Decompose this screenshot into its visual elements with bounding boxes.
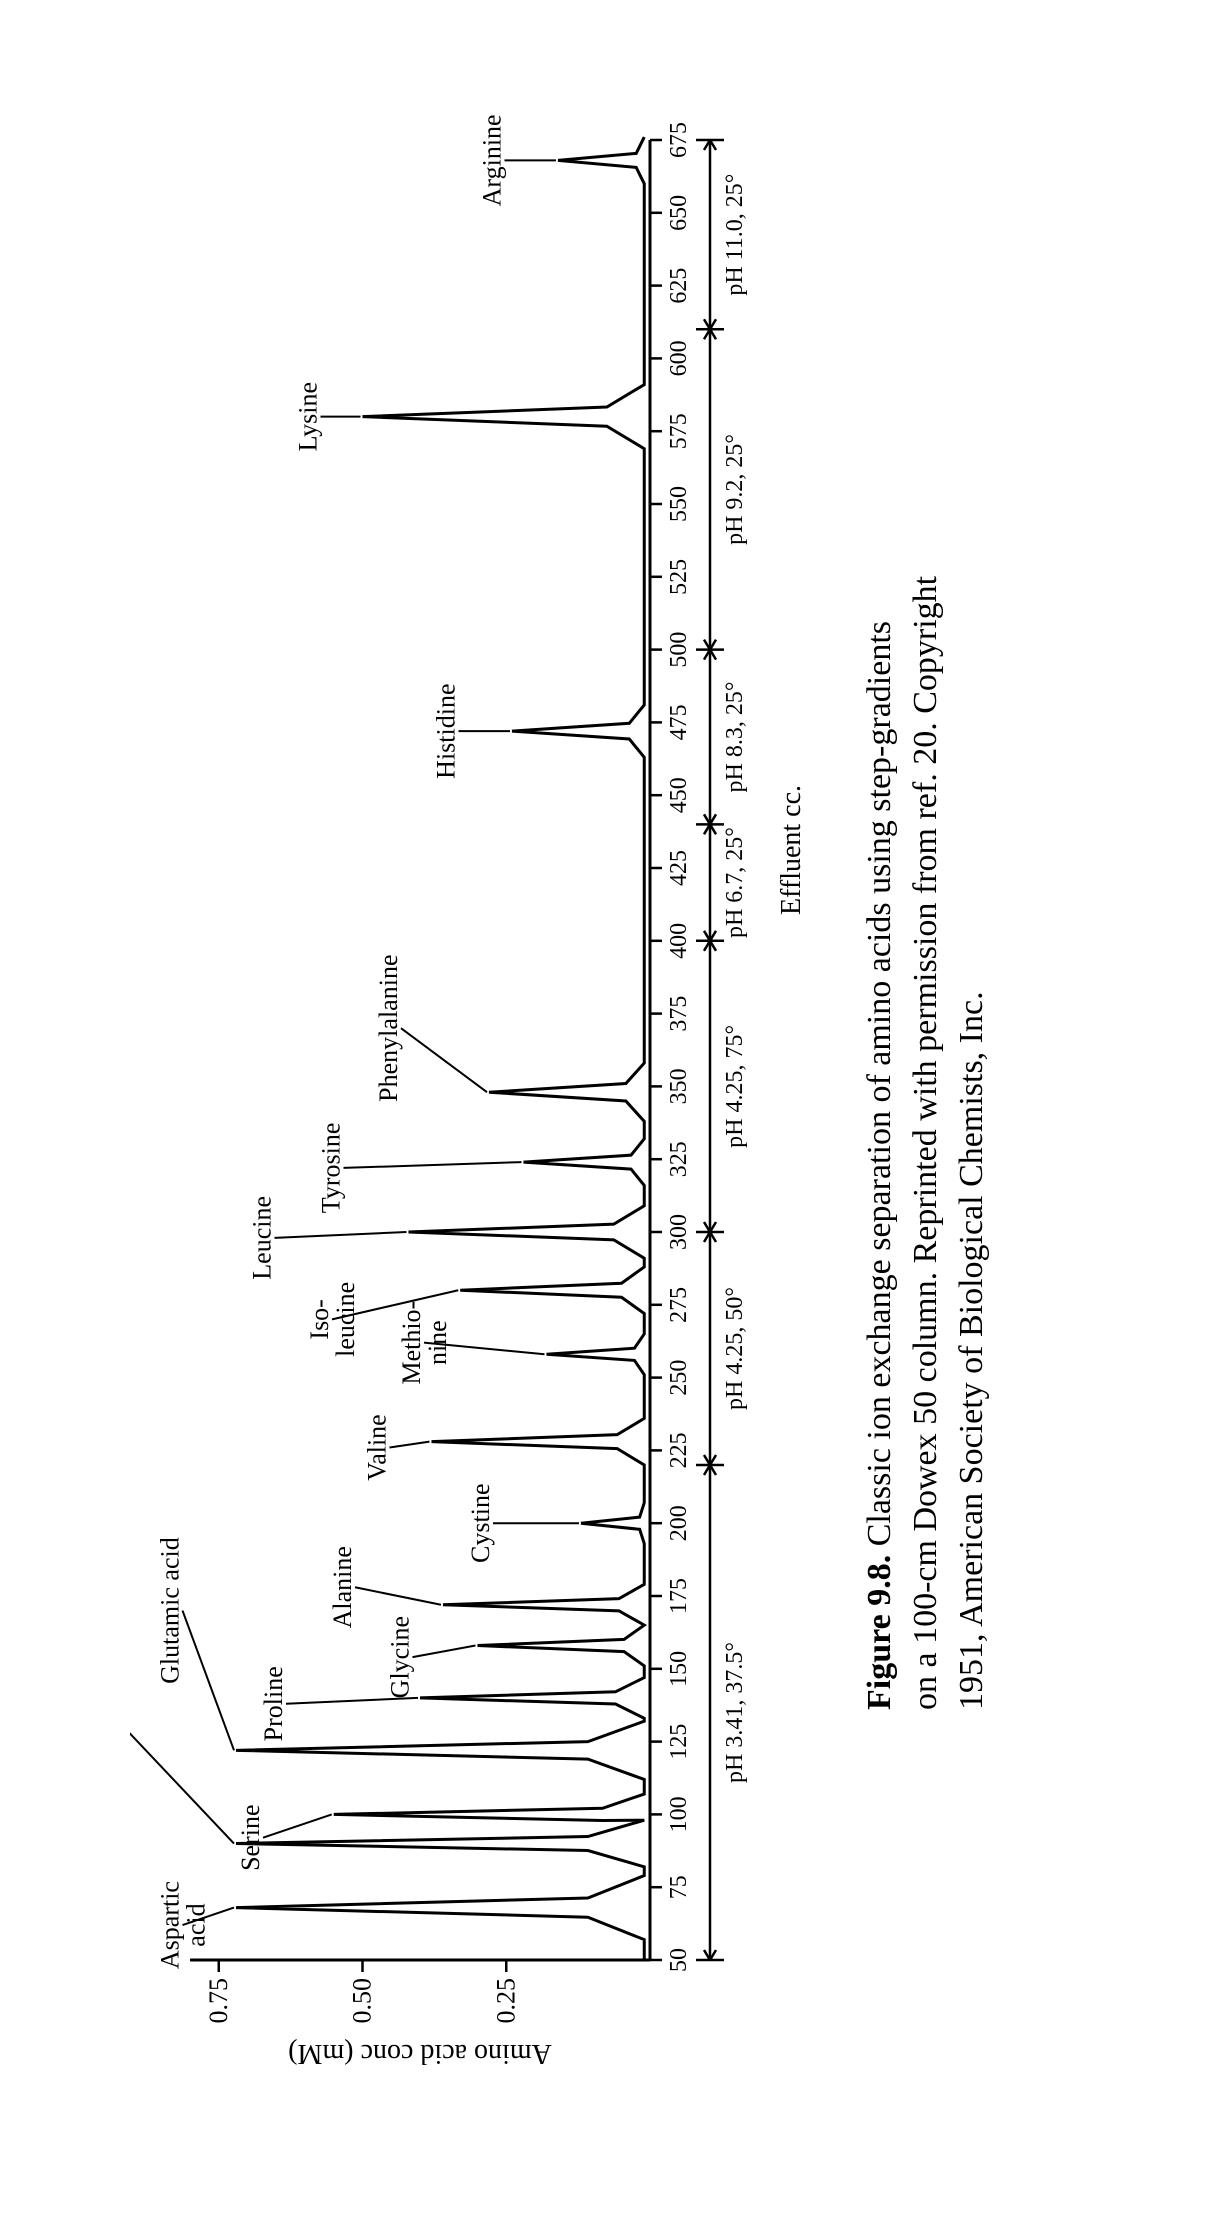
x-tick-label: 625 (666, 268, 692, 304)
x-tick-label: 350 (666, 1068, 692, 1104)
peak-label: Valine (363, 1414, 392, 1480)
peak-label: Asparticacid (156, 1881, 211, 1969)
x-tick-label: 525 (666, 559, 692, 595)
y-tick-label: 0.75 (204, 1978, 233, 2024)
x-tick-label: 650 (666, 195, 692, 231)
peak-leader (344, 1162, 522, 1168)
peak-label: Arginine (478, 114, 507, 206)
peak-leader (355, 1587, 441, 1604)
condition-label: pH 6.7, 25° (722, 827, 748, 938)
peak-label: Glycine (386, 1616, 415, 1698)
peak-leader (183, 1611, 235, 1751)
x-tick-label: 500 (666, 632, 692, 668)
x-tick-label: 475 (666, 704, 692, 740)
x-tick-label: 225 (666, 1432, 692, 1468)
peak-label: Lysine (294, 382, 323, 451)
condition-label: pH 3.41, 37.5° (722, 1642, 748, 1783)
x-tick-label: 200 (666, 1505, 692, 1541)
peak-label: Histidine (432, 683, 461, 778)
x-axis-label: Effluent cc. (776, 785, 807, 915)
condition-label: pH 8.3, 25° (722, 681, 748, 792)
peak-label: Cystine (466, 1483, 495, 1562)
x-tick-label: 250 (666, 1360, 692, 1396)
peak-label: Tyrosine (317, 1123, 346, 1214)
x-tick-label: 450 (666, 777, 692, 813)
peak-label: Glutamic acid (156, 1537, 185, 1684)
figure-caption-line-1: Figure 9.8. Classic ion exchange separat… (861, 621, 898, 1710)
condition-label: pH 9.2, 25° (722, 434, 748, 545)
x-tick-label: 400 (666, 923, 692, 959)
x-tick-label: 375 (666, 996, 692, 1032)
condition-label: pH 4.25, 75° (722, 1025, 748, 1148)
peak-label: Methio-nine (397, 1301, 452, 1385)
peak-label: Leucine (248, 1196, 277, 1280)
peak-label: Phenylalanine (374, 955, 403, 1102)
peak-label: Iso-leucine (305, 1282, 360, 1357)
figure-rotated-container: Amino acid conc (mM) Effluent cc. 0.25 0.… (130, 100, 1130, 2100)
figure-caption-line-2: on a 100-cm Dowex 50 column. Reprinted w… (907, 575, 944, 1710)
condition-label: pH 11.0, 25° (722, 174, 748, 296)
x-tick-label: 575 (666, 413, 692, 449)
peak-leader (263, 1814, 332, 1837)
figure-caption-line-3: 1951, American Society of Biological Che… (953, 991, 990, 1710)
y-tick-label: 0.50 (348, 1978, 377, 2024)
x-tick-label: 75 (666, 1875, 692, 1899)
peak-leader (130, 1698, 234, 1844)
x-tick-label: 325 (666, 1141, 692, 1177)
condition-label: pH 4.25, 50° (722, 1287, 748, 1410)
x-tick-label: 300 (666, 1214, 692, 1250)
x-tick-label: 50 (666, 1948, 692, 1972)
peak-leader (275, 1232, 407, 1238)
x-tick-label: 125 (666, 1724, 692, 1760)
x-tick-label: 275 (666, 1287, 692, 1323)
peak-label: Proline (259, 1666, 288, 1741)
peak-leader (413, 1646, 476, 1658)
x-tick-label: 175 (666, 1578, 692, 1614)
y-axis-label: Amino acid conc (mM) (288, 2038, 552, 2069)
x-tick-label: 675 (666, 122, 692, 158)
peak-leader (401, 1028, 487, 1092)
peak-label: Serine (236, 1804, 265, 1870)
x-tick-label: 100 (666, 1796, 692, 1832)
y-tick-label: 0.25 (491, 1978, 520, 2024)
chromatogram-chart: Amino acid conc (mM) Effluent cc. 0.25 0.… (130, 100, 1130, 2100)
peak-leader (390, 1442, 430, 1448)
peak-leader (286, 1698, 418, 1704)
x-tick-label: 550 (666, 486, 692, 522)
x-tick-label: 150 (666, 1651, 692, 1687)
x-tick-label: 600 (666, 340, 692, 376)
x-tick-label: 425 (666, 850, 692, 886)
peak-label: Alanine (328, 1546, 357, 1628)
